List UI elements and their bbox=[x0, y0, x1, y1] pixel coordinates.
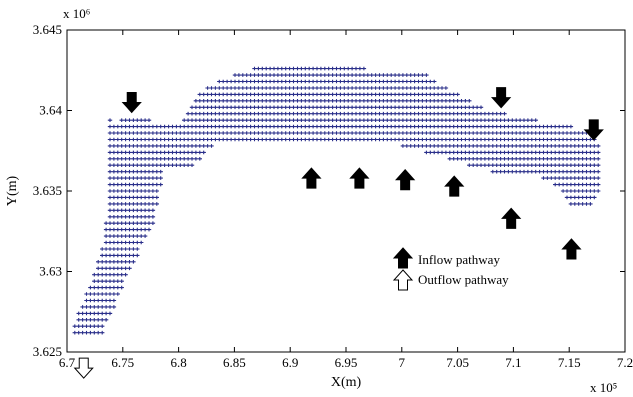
x-tick-label: 6.95 bbox=[335, 355, 358, 370]
legend-outflow-arrow-icon bbox=[392, 269, 414, 291]
inflow-arrow-icon bbox=[561, 238, 582, 260]
x-tick-label: 7.1 bbox=[505, 355, 521, 370]
mesh-node-markers bbox=[72, 66, 601, 335]
x-axis-label: X(m) bbox=[331, 375, 362, 390]
y-tick-label: 3.625 bbox=[33, 344, 62, 359]
legend: Inflow pathway Outflow pathway bbox=[392, 247, 509, 291]
legend-outflow-label: Outflow pathway bbox=[418, 272, 509, 287]
x-tick-label: 6.7 bbox=[59, 355, 76, 370]
y-tick-label: 3.635 bbox=[33, 183, 62, 198]
inflow-arrow-icon bbox=[349, 167, 370, 189]
inflow-arrow-icon bbox=[501, 207, 522, 229]
y-axis-exponent: x 10⁶ bbox=[63, 6, 90, 21]
x-tick-label: 7.05 bbox=[446, 355, 469, 370]
x-tick-label: 6.75 bbox=[111, 355, 134, 370]
x-tick-label: 7 bbox=[399, 355, 406, 370]
plot-frame bbox=[66, 29, 626, 353]
y-tick-label: 3.645 bbox=[33, 22, 62, 37]
inflow-arrow-icon bbox=[121, 91, 142, 114]
x-axis-ticks: 6.7 6.75 6.8 6.85 6.9 6.95 7 7.05 7.1 7.15 7.2 bbox=[59, 30, 633, 370]
y-axis-ticks: 3.625 3.63 3.635 3.64 3.645 bbox=[33, 22, 625, 359]
inflow-arrow-icon bbox=[583, 119, 604, 141]
x-tick-label: 7.15 bbox=[558, 355, 581, 370]
inflow-arrow-icon bbox=[491, 87, 512, 109]
x-tick-label: 7.2 bbox=[617, 355, 633, 370]
outflow-arrow-icon bbox=[73, 357, 94, 379]
x-tick-label: 6.8 bbox=[170, 355, 186, 370]
legend-inflow-arrow-icon bbox=[392, 247, 414, 269]
y-axis-label: Y(m) bbox=[5, 176, 20, 207]
flow-arrows bbox=[73, 87, 604, 379]
y-tick-label: 3.64 bbox=[39, 103, 62, 118]
inflow-arrow-icon bbox=[301, 167, 322, 189]
inflow-arrow-icon bbox=[395, 168, 416, 191]
x-tick-label: 6.9 bbox=[282, 355, 298, 370]
mesh-nodes bbox=[72, 66, 601, 335]
x-axis-exponent: x 10⁵ bbox=[590, 380, 617, 395]
inflow-arrow-icon bbox=[444, 175, 465, 197]
legend-inflow-label: Inflow pathway bbox=[418, 252, 500, 267]
y-tick-label: 3.63 bbox=[39, 264, 62, 279]
x-tick-label: 6.85 bbox=[223, 355, 246, 370]
